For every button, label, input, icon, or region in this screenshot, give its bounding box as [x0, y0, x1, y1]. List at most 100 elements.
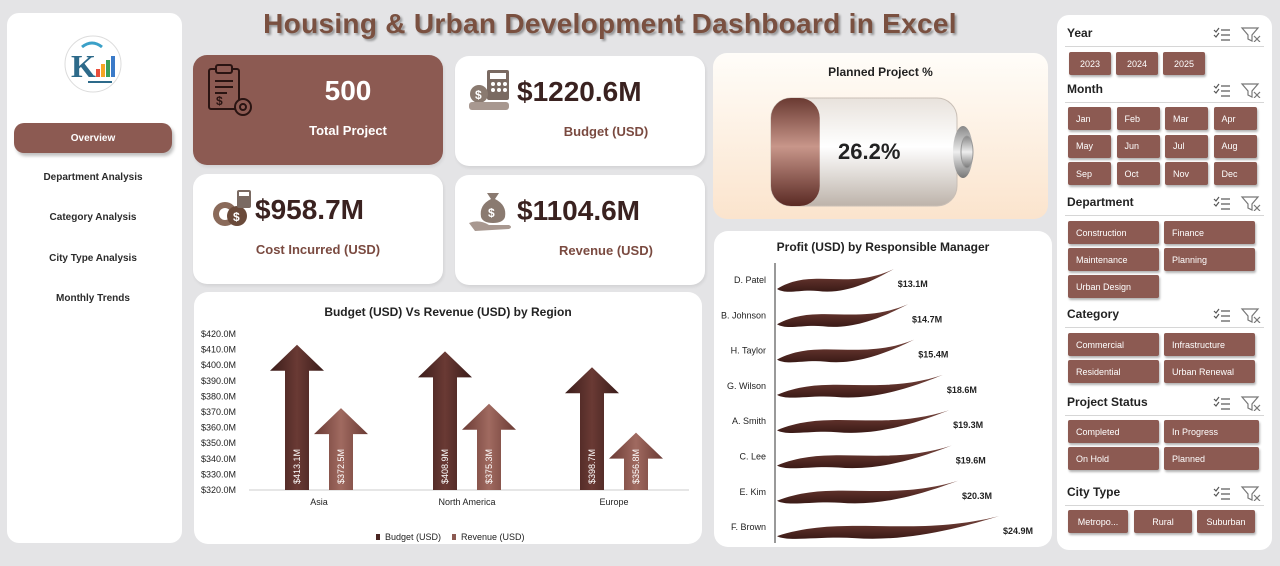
category-filter-divider	[1065, 327, 1264, 328]
month-option[interactable]: Oct	[1116, 162, 1160, 185]
budget-bar-label: $408.9M	[440, 449, 450, 484]
month-option[interactable]: Jan	[1068, 107, 1111, 130]
status-filter-icons	[1212, 395, 1262, 412]
clear-filter-icon[interactable]	[1240, 27, 1261, 43]
manager-label: A. Smith	[732, 416, 766, 426]
multi-select-icon[interactable]	[1213, 196, 1230, 210]
nav-monthly-trends[interactable]: Monthly Trends	[56, 292, 130, 304]
status-option[interactable]: On Hold	[1068, 447, 1159, 470]
clear-filter-icon[interactable]	[1240, 308, 1261, 324]
kpi-total-project: $ 500 Total Project	[193, 55, 443, 165]
category-filter-icons	[1212, 307, 1262, 324]
gear-coin-icon: $	[203, 182, 259, 238]
month-option[interactable]: Sep	[1068, 162, 1111, 185]
city-type-option[interactable]: Rural	[1134, 510, 1192, 533]
manager-label: B. Johnson	[721, 310, 766, 320]
y-tick-label: $420.0M	[201, 329, 236, 339]
nav-department-analysis[interactable]: Department Analysis	[43, 171, 143, 183]
profit-bar	[777, 516, 999, 539]
profit-bar	[777, 374, 943, 398]
year-filter-title: Year	[1067, 26, 1093, 40]
year-option[interactable]: 2025	[1163, 52, 1205, 75]
nav-overview[interactable]: Overview	[14, 123, 172, 153]
category-option[interactable]: Residential	[1068, 360, 1159, 383]
revenue-bar-label: $372.5M	[336, 449, 346, 484]
month-option[interactable]: Dec	[1213, 162, 1257, 185]
city-type-filter-icons	[1212, 485, 1262, 502]
month-option[interactable]: Feb	[1116, 107, 1160, 130]
category-option[interactable]: Urban Renewal	[1164, 360, 1255, 383]
manager-label: C. Lee	[739, 452, 766, 462]
profit-bar	[777, 269, 894, 292]
clear-filter-icon[interactable]	[1240, 486, 1261, 502]
month-option[interactable]: Mar	[1165, 107, 1208, 130]
y-tick-label: $340.0M	[201, 454, 236, 464]
page-title: Housing & Urban Development Dashboard in…	[263, 8, 957, 39]
month-option[interactable]: Jun	[1116, 134, 1160, 158]
svg-text:$: $	[233, 210, 240, 224]
svg-text:K: K	[71, 48, 96, 84]
month-option[interactable]: May	[1068, 134, 1111, 158]
multi-select-icon[interactable]	[1213, 83, 1230, 97]
y-tick-label: $400.0M	[201, 360, 236, 370]
manager-label: D. Patel	[734, 275, 766, 285]
multi-select-icon[interactable]	[1213, 27, 1230, 41]
status-option[interactable]: In Progress	[1164, 420, 1259, 443]
month-option[interactable]: Apr	[1213, 107, 1257, 130]
month-option[interactable]: Jul	[1165, 134, 1208, 158]
status-option[interactable]: Completed	[1068, 420, 1159, 443]
month-option[interactable]: Aug	[1213, 134, 1257, 158]
clear-filter-icon[interactable]	[1240, 396, 1261, 412]
profit-value-label: $19.6M	[956, 456, 986, 466]
department-option[interactable]: Urban Design	[1068, 275, 1159, 298]
nav-city-type-analysis[interactable]: City Type Analysis	[49, 252, 137, 264]
svg-text:$: $	[475, 88, 482, 102]
city-type-option[interactable]: Metropo...	[1068, 510, 1128, 533]
category-option[interactable]: Commercial	[1068, 333, 1159, 356]
nav-category-analysis[interactable]: Category Analysis	[49, 211, 137, 223]
revenue-bar	[462, 403, 516, 490]
battery-fill	[771, 98, 820, 206]
month-filter-divider	[1065, 102, 1264, 103]
legend-label: Revenue (USD)	[461, 532, 525, 542]
profit-value-label: $15.4M	[918, 350, 948, 360]
svg-text:$: $	[488, 206, 495, 220]
month-filter-title: Month	[1067, 82, 1103, 96]
revenue-value: $1104.6M	[517, 195, 640, 226]
legend-swatch	[452, 534, 456, 540]
city-type-filter-title: City Type	[1067, 485, 1121, 499]
category-filter-title: Category	[1067, 307, 1120, 321]
status-filter-divider	[1065, 415, 1264, 416]
department-filter-divider	[1065, 215, 1264, 216]
multi-select-icon[interactable]	[1213, 486, 1230, 500]
multi-select-icon[interactable]	[1213, 396, 1230, 410]
profit-value-label: $14.7M	[912, 314, 942, 324]
logo: K	[62, 33, 124, 95]
y-tick-label: $360.0M	[201, 423, 236, 433]
city-type-option[interactable]: Suburban	[1197, 510, 1255, 533]
x-tick-label: North America	[438, 497, 495, 507]
profit-by-manager-chart: Profit (USD) by Responsible Manager D. P…	[714, 231, 1052, 547]
department-option[interactable]: Construction	[1068, 221, 1159, 244]
revenue-bar	[609, 432, 663, 490]
category-option[interactable]: Infrastructure	[1164, 333, 1255, 356]
bvr-chart-title: Budget (USD) Vs Revenue (USD) by Region	[324, 305, 572, 319]
revenue-bar	[314, 408, 368, 490]
budget-value: $1220.6M	[517, 76, 642, 107]
profit-value-label: $24.9M	[1003, 526, 1033, 536]
profit-chart-title: Profit (USD) by Responsible Manager	[776, 240, 990, 254]
month-option[interactable]: Nov	[1165, 162, 1208, 185]
legend-label: Budget (USD)	[385, 532, 441, 542]
year-option[interactable]: 2024	[1116, 52, 1158, 75]
multi-select-icon[interactable]	[1213, 308, 1230, 322]
clear-filter-icon[interactable]	[1240, 83, 1261, 99]
department-option[interactable]: Planning	[1164, 248, 1255, 271]
department-option[interactable]: Maintenance	[1068, 248, 1159, 271]
y-tick-label: $350.0M	[201, 438, 236, 448]
department-option[interactable]: Finance	[1164, 221, 1255, 244]
kpi-budget: $ $1220.6M Budget (USD)	[455, 56, 705, 166]
status-option[interactable]: Planned	[1164, 447, 1259, 470]
x-tick-label: Europe	[599, 497, 628, 507]
year-option[interactable]: 2023	[1069, 52, 1111, 75]
clear-filter-icon[interactable]	[1240, 196, 1261, 212]
